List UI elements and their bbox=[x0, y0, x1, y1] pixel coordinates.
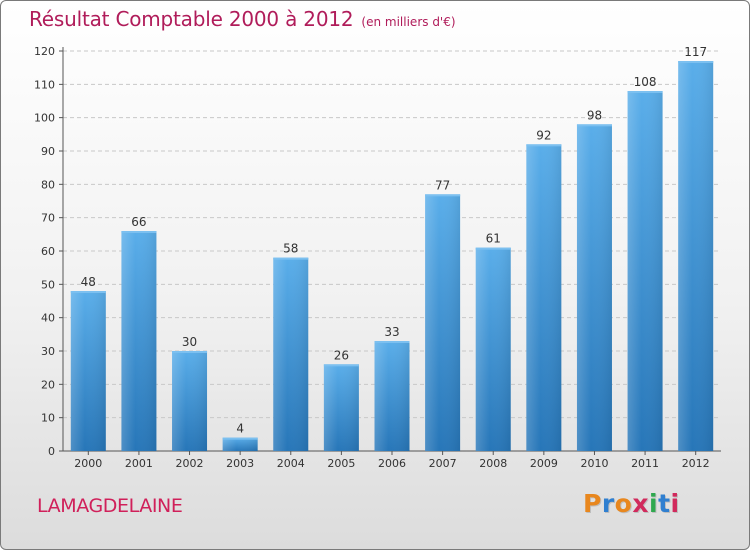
x-tick-label: 2011 bbox=[631, 457, 659, 470]
bar-value-label: 61 bbox=[486, 232, 501, 246]
bar-top-highlight-2007 bbox=[425, 194, 461, 197]
bar-shading-2003 bbox=[222, 437, 258, 451]
bar-value-label: 26 bbox=[334, 348, 349, 362]
y-tick-label: 90 bbox=[41, 145, 55, 158]
bars bbox=[70, 61, 714, 452]
x-tick-label: 2000 bbox=[74, 457, 102, 470]
x-tick-label: 2010 bbox=[580, 457, 608, 470]
y-tick-label: 100 bbox=[34, 112, 55, 125]
bar-top-highlight-2000 bbox=[70, 291, 106, 293]
bar-shading-2012 bbox=[678, 61, 714, 451]
bar-shading-2005 bbox=[323, 364, 359, 451]
bar-top-highlight-2011 bbox=[627, 91, 663, 93]
y-tick-label: 120 bbox=[34, 45, 55, 58]
bar-top-highlight-2012 bbox=[678, 61, 714, 63]
y-tick-label: 0 bbox=[48, 445, 55, 458]
y-tick-label: 110 bbox=[34, 78, 55, 91]
brand-letter: i bbox=[670, 489, 680, 518]
x-tick-label: 2002 bbox=[176, 457, 204, 470]
bar-top-highlight-2003 bbox=[222, 437, 258, 440]
bar-value-label: 48 bbox=[81, 275, 96, 289]
chart-subtitle: (en milliers d'€) bbox=[361, 15, 456, 29]
proxiti-logo: Proxiti bbox=[583, 489, 680, 518]
y-tick-label: 30 bbox=[41, 345, 55, 358]
bar-top-highlight-2009 bbox=[526, 144, 562, 147]
bar-value-label: 66 bbox=[131, 215, 146, 229]
y-tick-label: 50 bbox=[41, 278, 55, 291]
bar-value-label: 108 bbox=[634, 75, 657, 89]
brand-letter: r bbox=[601, 489, 615, 518]
x-tick-label: 2005 bbox=[327, 457, 355, 470]
bar-top-highlight-2008 bbox=[475, 247, 511, 250]
x-tick-label: 2001 bbox=[125, 457, 153, 470]
bar-shading-2007 bbox=[425, 194, 461, 452]
bar-value-label: 98 bbox=[587, 108, 602, 122]
bar-shading-2002 bbox=[172, 351, 208, 451]
x-tick-label: 2003 bbox=[226, 457, 254, 470]
y-tick-label: 20 bbox=[41, 378, 55, 391]
bar-value-label: 92 bbox=[536, 128, 551, 142]
bar-top-highlight-2004 bbox=[273, 257, 309, 260]
x-tick-label: 2007 bbox=[429, 457, 457, 470]
x-tick-label: 2008 bbox=[479, 457, 507, 470]
bar-shading-2010 bbox=[576, 124, 612, 451]
bar-top-highlight-2006 bbox=[374, 341, 410, 343]
bar-value-label: 77 bbox=[435, 178, 450, 192]
bar-shading-2009 bbox=[526, 144, 562, 452]
x-tick-label: 2004 bbox=[277, 457, 305, 470]
bar-top-highlight-2001 bbox=[121, 231, 157, 233]
bar-value-label: 58 bbox=[283, 242, 298, 256]
y-tick-label: 10 bbox=[41, 412, 55, 425]
brand-letter: x bbox=[632, 489, 649, 518]
bar-top-highlight-2002 bbox=[172, 351, 208, 353]
chart-title-block: Résultat Comptable 2000 à 2012 (en millie… bbox=[29, 7, 456, 31]
bar-shading-2001 bbox=[121, 231, 157, 451]
bar-value-label: 30 bbox=[182, 335, 197, 349]
y-tick-label: 60 bbox=[41, 245, 55, 258]
brand-letter: o bbox=[614, 489, 633, 518]
brand-letter: t bbox=[658, 489, 671, 518]
bar-value-label: 117 bbox=[684, 45, 707, 59]
x-tick-label: 2012 bbox=[682, 457, 710, 470]
chart-title: Résultat Comptable 2000 à 2012 bbox=[29, 7, 354, 31]
brand-letter: P bbox=[583, 489, 602, 518]
y-tick-label: 80 bbox=[41, 178, 55, 191]
bar-shading-2006 bbox=[374, 341, 410, 451]
bar-value-label: 33 bbox=[384, 325, 399, 339]
labels: 0 10 20 30 40 50 60 70 80 90 100 110 120 48 2000 66 2001… bbox=[34, 45, 710, 470]
bar-shading-2008 bbox=[475, 247, 511, 451]
bar-top-highlight-2010 bbox=[576, 124, 612, 127]
x-tick-label: 2009 bbox=[530, 457, 558, 470]
bar-shading-2000 bbox=[70, 291, 106, 451]
y-tick-label: 40 bbox=[41, 312, 55, 325]
y-tick-label: 70 bbox=[41, 212, 55, 225]
commune-name: LAMAGDELAINE bbox=[37, 495, 183, 517]
bar-shading-2004 bbox=[273, 257, 309, 451]
bar-top-highlight-2005 bbox=[323, 364, 359, 367]
brand-letter: i bbox=[649, 489, 659, 518]
x-tick-label: 2006 bbox=[378, 457, 406, 470]
bar-shading-2011 bbox=[627, 91, 663, 451]
bar-value-label: 4 bbox=[236, 422, 244, 436]
